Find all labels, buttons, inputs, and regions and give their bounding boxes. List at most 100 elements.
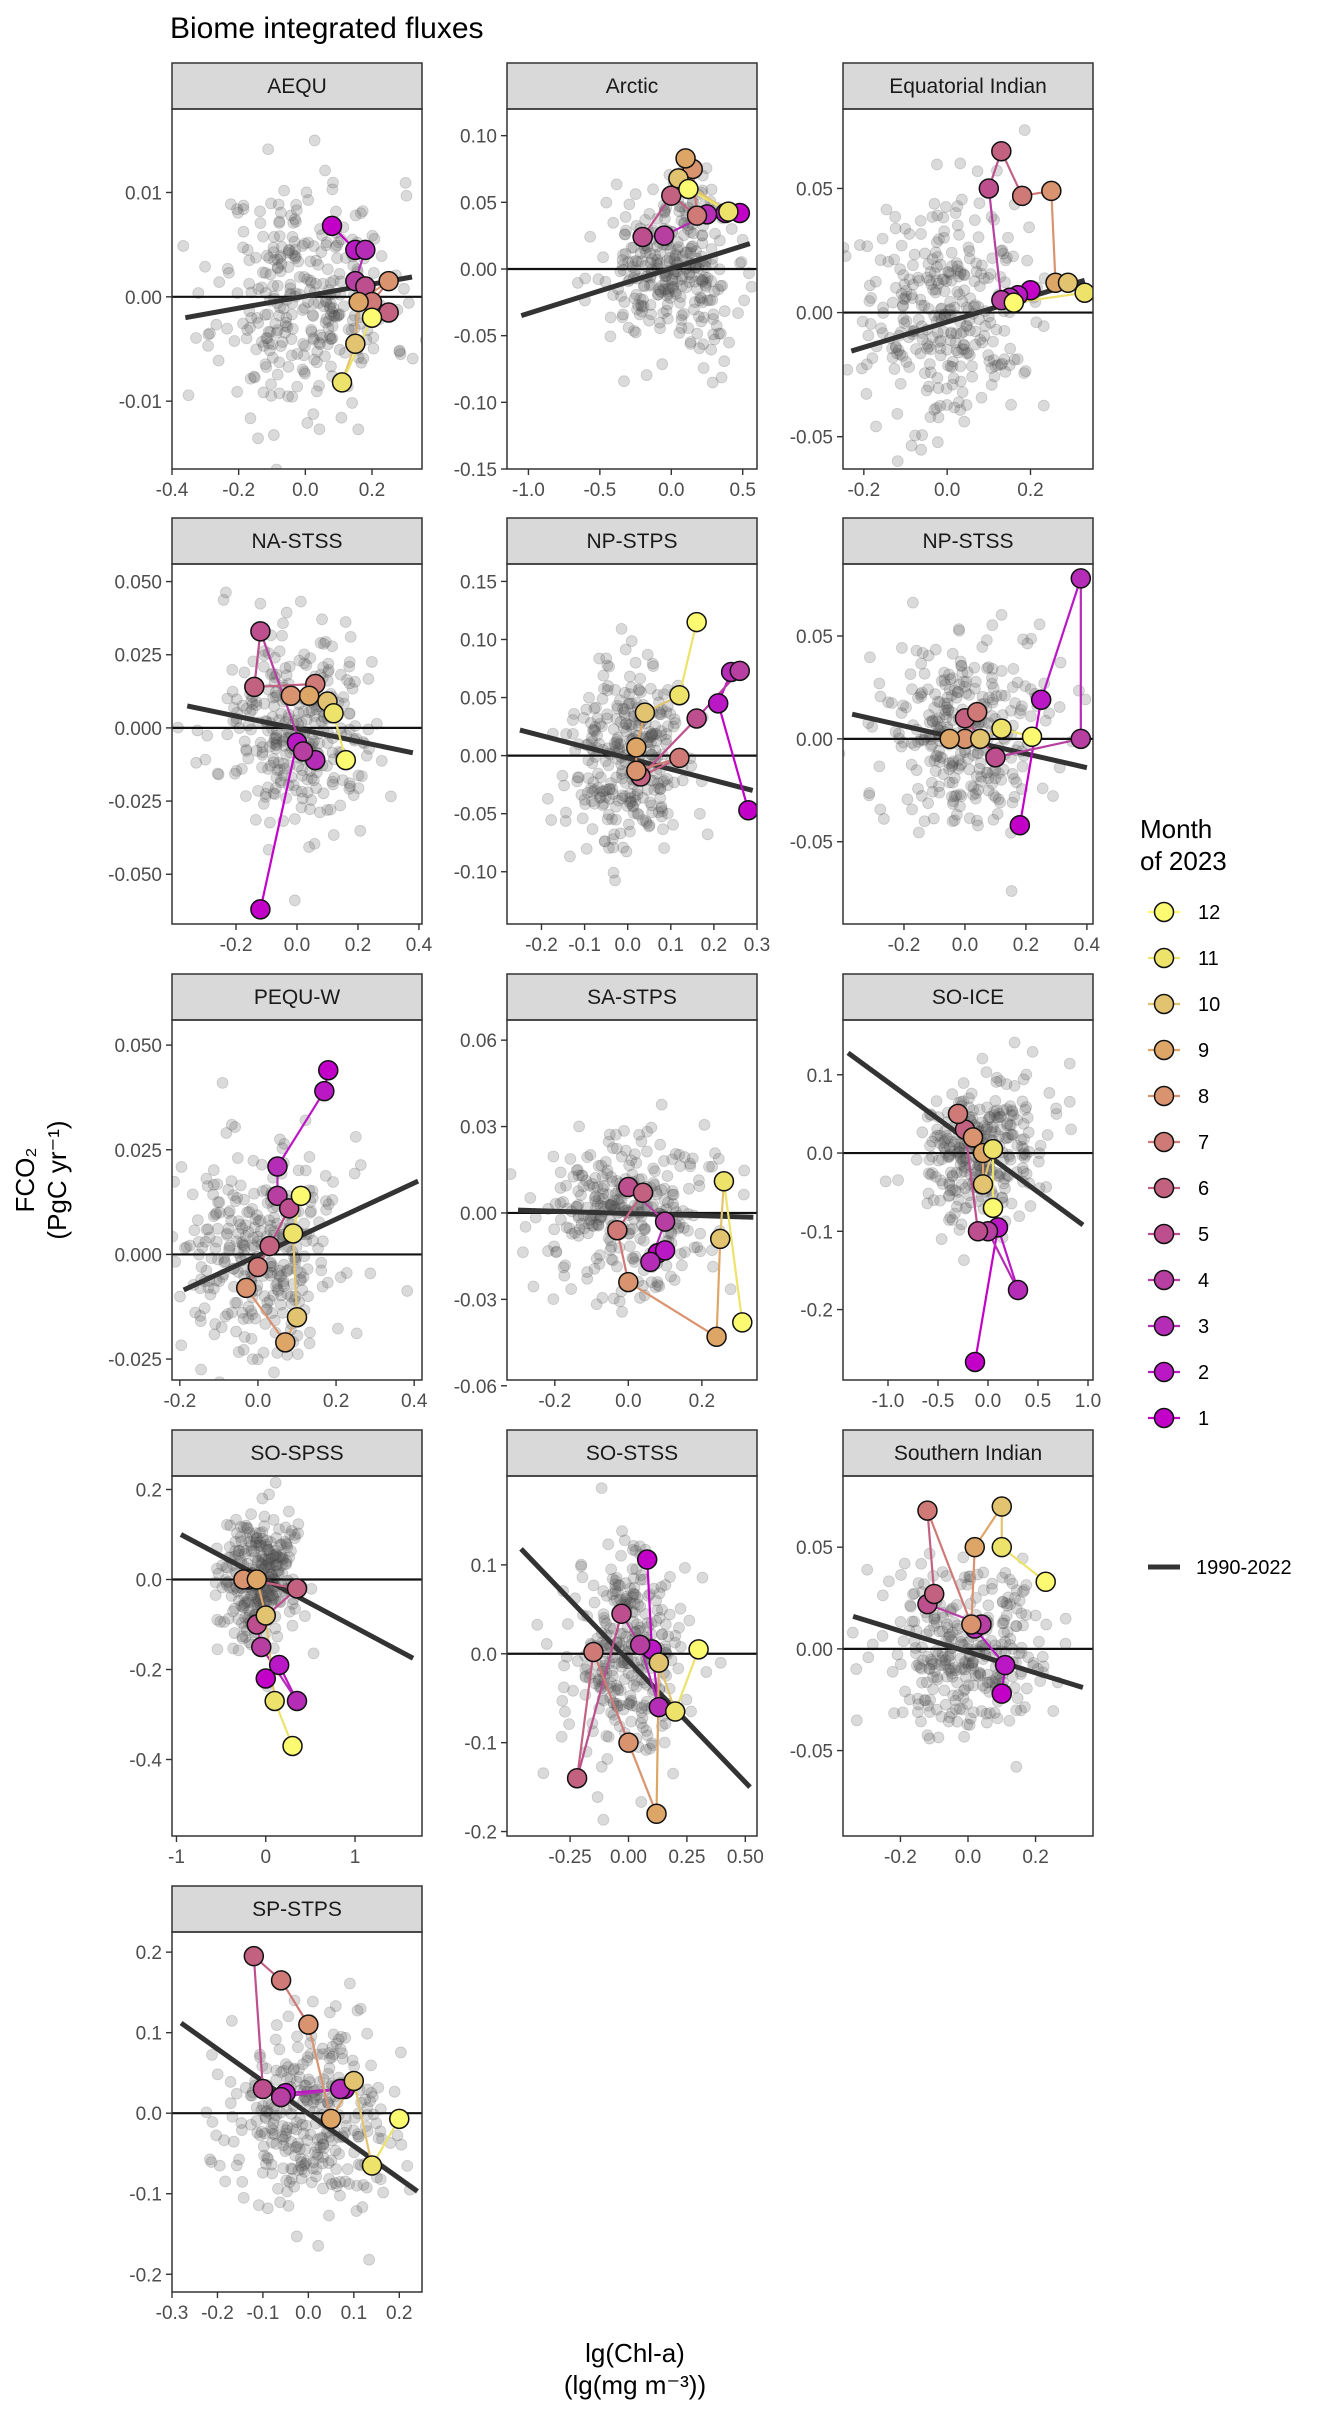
panel-data — [172, 1059, 422, 1380]
background-point — [333, 268, 346, 280]
month-point-5 — [967, 1221, 989, 1242]
background-point — [277, 617, 289, 630]
background-point — [633, 684, 646, 697]
background-point — [708, 333, 721, 346]
background-point — [603, 660, 616, 673]
background-point — [237, 241, 249, 254]
background-point — [707, 328, 720, 341]
background-point — [625, 635, 638, 647]
background-point — [545, 814, 558, 826]
background-point — [571, 277, 584, 289]
background-point — [908, 248, 921, 261]
background-point — [269, 731, 282, 744]
background-point — [1010, 776, 1023, 789]
background-point — [305, 772, 318, 784]
background-point — [661, 807, 674, 820]
month-point-10 — [634, 702, 656, 723]
background-point — [933, 335, 945, 348]
background-point — [615, 622, 628, 635]
background-point — [597, 1608, 610, 1621]
background-point — [204, 1288, 217, 1301]
legend-swatch-point — [1153, 1407, 1175, 1429]
background-point — [301, 1263, 314, 1276]
background-point — [969, 682, 981, 695]
background-point — [537, 1767, 550, 1780]
background-point — [274, 251, 287, 264]
background-point — [595, 1482, 608, 1494]
background-point — [272, 756, 285, 769]
background-point — [307, 240, 320, 252]
month-path-segment — [995, 737, 1082, 759]
background-point — [667, 1767, 679, 1780]
month-point-1 — [964, 1351, 986, 1373]
background-point — [339, 2175, 352, 2188]
background-point — [1047, 1705, 1060, 1717]
background-point — [981, 766, 994, 779]
background-point — [905, 758, 918, 771]
y-tick-label: 0.050 — [114, 573, 162, 594]
background-point — [324, 803, 337, 816]
background-point — [268, 1366, 280, 1379]
y-tick-label: 0.050 — [114, 1036, 162, 1057]
background-point — [667, 720, 680, 733]
background-point — [326, 775, 339, 788]
background-point — [659, 1618, 672, 1631]
y-tick-label: 0.05 — [796, 179, 833, 200]
background-point — [708, 285, 721, 298]
background-point — [268, 253, 280, 266]
panel-strip-label: SP-STPS — [252, 1898, 342, 1921]
background-point — [260, 361, 273, 374]
background-point — [554, 1166, 567, 1179]
background-point — [676, 1259, 688, 1272]
x-tick-label: -0.2 — [888, 935, 921, 956]
month-point-9 — [348, 291, 369, 313]
background-point — [943, 763, 956, 775]
month-point-8 — [961, 1614, 982, 1635]
background-point — [639, 246, 652, 259]
background-point — [944, 360, 957, 373]
background-point — [952, 1689, 965, 1702]
background-point — [177, 240, 190, 252]
background-point — [661, 720, 674, 733]
y-tick-label: 0.06 — [460, 1031, 497, 1052]
background-point — [942, 359, 955, 372]
background-point — [701, 828, 714, 841]
background-point — [593, 792, 606, 804]
background-point — [646, 806, 659, 819]
background-point — [948, 1616, 961, 1629]
background-point — [236, 762, 248, 775]
background-point — [299, 340, 311, 352]
background-point — [955, 758, 968, 771]
background-point — [936, 752, 949, 764]
background-point — [319, 350, 331, 363]
background-point — [248, 1187, 261, 1200]
background-point — [620, 717, 633, 730]
background-point — [332, 1322, 344, 1335]
background-point — [262, 337, 275, 350]
x-axis-title: lg(Chl-a) (lg(mg m⁻³)) — [564, 2338, 706, 2400]
background-point — [967, 781, 980, 794]
trend-line-1990-2022 — [520, 241, 751, 319]
background-point — [234, 1179, 247, 1192]
background-point — [1015, 704, 1027, 716]
background-point — [246, 1353, 259, 1366]
month-point-10 — [286, 1306, 308, 1328]
background-point — [948, 401, 961, 414]
background-point — [290, 2230, 303, 2243]
background-point — [588, 723, 600, 736]
month-path-segment — [987, 188, 1003, 301]
background-point — [622, 698, 635, 711]
background-point — [1018, 367, 1031, 379]
background-point — [983, 1110, 996, 1123]
background-point — [895, 707, 908, 720]
background-point — [880, 203, 893, 216]
background-point — [607, 866, 620, 879]
background-point — [365, 656, 378, 668]
background-point — [572, 771, 585, 784]
background-point — [683, 276, 696, 288]
background-point — [850, 1714, 863, 1727]
background-point — [716, 279, 729, 292]
background-point — [1016, 1095, 1029, 1108]
background-point — [1023, 1145, 1035, 1158]
